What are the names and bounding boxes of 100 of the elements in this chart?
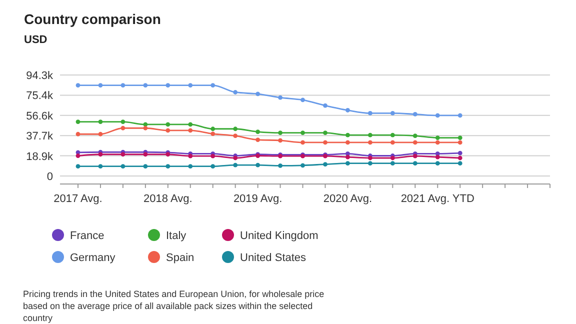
point bbox=[143, 164, 148, 169]
point bbox=[458, 136, 462, 140]
point bbox=[368, 111, 372, 116]
y-tick-label: 75.4k bbox=[26, 90, 54, 102]
point bbox=[233, 90, 238, 94]
point bbox=[300, 140, 305, 145]
point bbox=[435, 136, 440, 140]
point bbox=[233, 162, 238, 168]
point bbox=[256, 162, 260, 168]
point bbox=[98, 83, 103, 88]
point bbox=[76, 83, 80, 88]
legend-label: France bbox=[70, 230, 104, 242]
point bbox=[458, 140, 462, 145]
point bbox=[323, 130, 328, 136]
point bbox=[323, 103, 328, 108]
point bbox=[143, 83, 148, 88]
point bbox=[256, 92, 260, 96]
point bbox=[346, 132, 350, 138]
point bbox=[76, 164, 80, 169]
x-tick-label: 2018 Avg. bbox=[144, 193, 192, 205]
point bbox=[98, 152, 103, 157]
point bbox=[412, 154, 418, 158]
point bbox=[120, 83, 126, 88]
point bbox=[390, 132, 395, 138]
x-tick-label: 2019 Avg. bbox=[233, 193, 282, 205]
point bbox=[368, 161, 372, 166]
point bbox=[278, 138, 282, 143]
point bbox=[300, 98, 305, 102]
point bbox=[458, 156, 462, 160]
point bbox=[435, 140, 440, 145]
point bbox=[323, 140, 328, 145]
point bbox=[98, 120, 103, 124]
point bbox=[256, 138, 260, 142]
point bbox=[368, 140, 372, 145]
point bbox=[412, 161, 418, 166]
point bbox=[458, 161, 462, 166]
text: Pricing trends in the United States and European Union, for wholesale price based on the average price of all available pack sizes within the selected country bbox=[23, 289, 324, 323]
point bbox=[390, 140, 395, 145]
point bbox=[98, 132, 103, 136]
point bbox=[76, 154, 80, 158]
point bbox=[233, 134, 238, 138]
point bbox=[188, 164, 193, 169]
point bbox=[166, 83, 170, 88]
x-tick-label: 2020 Avg. bbox=[323, 193, 372, 205]
point bbox=[412, 112, 418, 116]
point bbox=[368, 132, 372, 138]
point bbox=[346, 108, 350, 112]
y-tick-label: 18.9k bbox=[26, 150, 54, 163]
point bbox=[120, 152, 126, 157]
point bbox=[166, 164, 170, 169]
point bbox=[368, 156, 372, 160]
chart-title: Country comparison bbox=[24, 11, 161, 27]
point bbox=[233, 126, 238, 132]
point bbox=[256, 130, 260, 134]
point bbox=[458, 113, 462, 118]
point bbox=[233, 156, 238, 160]
point bbox=[210, 164, 216, 169]
point bbox=[346, 161, 350, 166]
point bbox=[390, 161, 395, 166]
legend-label: United Kingdom bbox=[240, 230, 318, 242]
point bbox=[278, 130, 282, 136]
legend-label: Italy bbox=[166, 230, 187, 242]
point bbox=[143, 126, 148, 130]
point bbox=[188, 83, 193, 88]
point bbox=[346, 154, 350, 160]
point bbox=[278, 164, 282, 168]
point bbox=[210, 132, 216, 136]
point bbox=[188, 122, 193, 127]
point bbox=[143, 152, 148, 157]
point bbox=[412, 140, 418, 145]
point bbox=[76, 120, 80, 124]
point bbox=[210, 126, 216, 132]
point bbox=[76, 132, 80, 136]
legend-label: Spain bbox=[166, 252, 194, 264]
point bbox=[210, 83, 216, 88]
point bbox=[210, 154, 216, 158]
point bbox=[300, 163, 305, 168]
point bbox=[435, 154, 440, 160]
point bbox=[323, 162, 328, 167]
point bbox=[390, 111, 395, 116]
point bbox=[458, 150, 462, 156]
point bbox=[188, 128, 193, 133]
point bbox=[435, 161, 440, 166]
point bbox=[120, 120, 126, 124]
point bbox=[166, 128, 170, 133]
y-tick-label: 0 bbox=[46, 171, 53, 183]
point bbox=[166, 122, 170, 127]
legend-label: United States bbox=[240, 252, 307, 264]
point bbox=[278, 95, 282, 100]
x-tick-label: 2017 Avg. bbox=[54, 193, 102, 205]
y-tick-label: 37.7k bbox=[26, 130, 54, 143]
chart-subtitle: USD bbox=[24, 34, 48, 46]
y-tick-label: 56.6k bbox=[26, 110, 54, 122]
point bbox=[120, 126, 126, 130]
y-tick-label: 94.3k bbox=[26, 70, 54, 82]
legend-label: Germany bbox=[70, 252, 116, 264]
point bbox=[120, 164, 126, 169]
point bbox=[346, 140, 350, 145]
x-tick-label: 2021 Avg. YTD bbox=[400, 193, 474, 205]
point bbox=[412, 134, 418, 138]
